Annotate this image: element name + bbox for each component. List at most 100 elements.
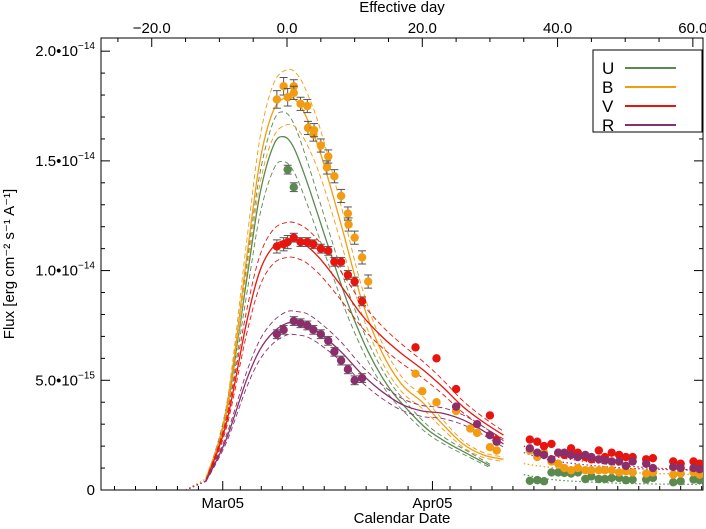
- data-point-r: [485, 430, 495, 440]
- top-tick-label: 20.0: [408, 20, 437, 37]
- data-point-b: [669, 470, 678, 479]
- data-point-b: [411, 369, 420, 378]
- data-point-v: [594, 446, 604, 455]
- y-tick-mantissa: 5.0•10: [35, 372, 78, 389]
- model-b-envelope-lower: [205, 123, 504, 480]
- model-b-pre-extrapolation: [185, 478, 207, 490]
- top-tick-label: 60.0: [678, 20, 706, 37]
- data-point-v: [451, 384, 461, 394]
- data-point-b: [343, 209, 353, 218]
- data-point-v: [648, 453, 658, 463]
- model-r-curve: [205, 321, 504, 482]
- data-point-v: [547, 439, 556, 449]
- data-point-r: [669, 462, 678, 472]
- data-point-r: [296, 319, 305, 328]
- data-point-b: [607, 466, 616, 475]
- y-tick-exponent: −14: [78, 41, 95, 52]
- data-point-b: [418, 387, 427, 396]
- data-point-u: [539, 477, 549, 486]
- data-point-u: [283, 165, 292, 174]
- data-point-v: [485, 411, 495, 420]
- data-point-r: [472, 419, 482, 429]
- data-point-r: [547, 455, 556, 464]
- data-point-b: [614, 468, 624, 477]
- model-b-curve: [205, 96, 504, 480]
- data-point-b: [485, 443, 495, 452]
- data-point-b: [279, 82, 288, 91]
- data-point-u: [641, 475, 651, 484]
- data-point-v: [316, 244, 326, 253]
- data-point-u: [587, 472, 596, 481]
- data-point-u: [525, 476, 535, 485]
- data-point-r: [539, 450, 549, 460]
- data-point-r: [350, 376, 359, 385]
- data-point-r: [343, 365, 353, 374]
- data-point-b: [316, 141, 326, 150]
- y-tick-mantissa: 2.0•10: [35, 43, 78, 60]
- data-point-r: [641, 459, 651, 468]
- legend-box: [592, 49, 703, 133]
- data-point-b: [492, 446, 501, 455]
- tick-labels: −20.0 0.0 20.0 40.0 60.0 Mar05 Apr05 0 5.0•10−15…: [35, 20, 706, 512]
- data-point-v: [343, 270, 353, 280]
- y-tick-mantissa: 1.0•10: [35, 263, 78, 280]
- bottom-tick-label: Apr05: [412, 495, 452, 512]
- model-r-pre-extrapolation: [185, 480, 207, 490]
- data-point-u: [607, 473, 616, 483]
- legend-label-u: U: [602, 59, 614, 78]
- data-point-v: [607, 448, 616, 457]
- top-tick-label: 0.0: [277, 20, 298, 37]
- data-point-v: [621, 452, 631, 462]
- data-point-b: [303, 101, 312, 111]
- model-r-envelope-upper: [205, 310, 504, 481]
- y-tick-label: 1.5•10−14: [35, 151, 95, 170]
- data-point-r: [309, 325, 318, 335]
- data-point-b: [344, 220, 353, 229]
- data-point-v: [539, 441, 549, 451]
- data-point-v: [272, 242, 282, 251]
- data-point-r: [554, 448, 563, 457]
- data-point-b: [566, 466, 576, 475]
- data-point-r: [566, 450, 576, 460]
- y-tick-mantissa: 0: [87, 482, 95, 499]
- data-point-r: [676, 463, 685, 473]
- data-point-b: [357, 253, 367, 262]
- data-point-b: [587, 466, 596, 475]
- data-point-u: [594, 474, 604, 484]
- data-point-b: [432, 398, 441, 407]
- data-point-v: [357, 297, 367, 306]
- data-point-r: [451, 402, 461, 411]
- data-point-r: [525, 444, 535, 453]
- data-point-v: [614, 450, 624, 460]
- data-point-r: [272, 330, 282, 339]
- data-point-u: [669, 478, 678, 487]
- data-point-b: [363, 277, 373, 286]
- data-point-b: [641, 469, 651, 478]
- model-u-post-extrapolation: [523, 474, 700, 486]
- y-tick-label: 0: [87, 482, 95, 499]
- data-point-v: [350, 277, 359, 286]
- data-point-r: [336, 356, 346, 365]
- y-tick-exponent: −14: [78, 261, 95, 272]
- data-point-b: [296, 99, 305, 109]
- data-point-r: [533, 448, 542, 457]
- data-point-u: [621, 475, 631, 485]
- data-point-u: [628, 475, 637, 484]
- y-axis-label: Flux [erg cm⁻² s⁻¹ A⁻¹]: [1, 189, 18, 339]
- data-point-b: [554, 459, 563, 468]
- data-point-b: [466, 424, 475, 433]
- data-point-v: [289, 233, 298, 242]
- legend-label-r: R: [602, 116, 614, 135]
- plot-frame: [100, 37, 704, 491]
- data-point-u: [676, 477, 685, 486]
- y-tick-label: 1.0•10−14: [35, 261, 95, 280]
- model-v-envelope-upper: [205, 221, 504, 481]
- top-tick-label: −20.0: [133, 20, 171, 37]
- data-point-r: [316, 330, 326, 339]
- y-tick-label: 5.0•10−15: [35, 370, 95, 389]
- model-u-envelope-upper: [205, 111, 491, 481]
- data-point-v: [566, 444, 576, 453]
- data-point-r: [324, 336, 333, 345]
- data-point-v: [411, 343, 420, 352]
